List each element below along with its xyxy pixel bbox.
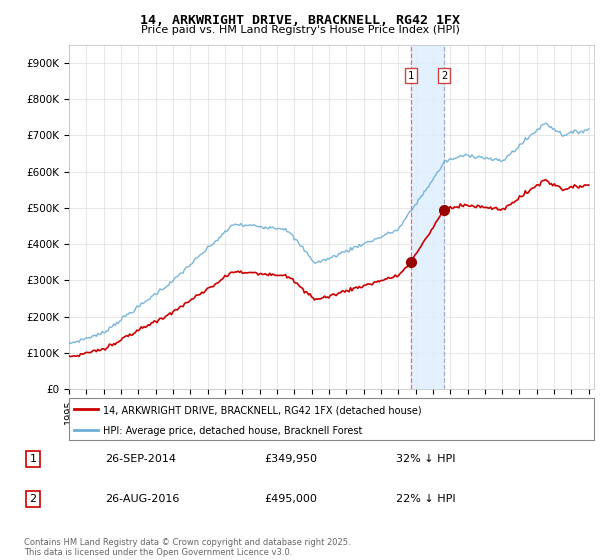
Text: 2: 2 — [29, 494, 37, 504]
Text: 14, ARKWRIGHT DRIVE, BRACKNELL, RG42 1FX: 14, ARKWRIGHT DRIVE, BRACKNELL, RG42 1FX — [140, 14, 460, 27]
Text: Price paid vs. HM Land Registry's House Price Index (HPI): Price paid vs. HM Land Registry's House … — [140, 25, 460, 35]
Text: £349,950: £349,950 — [264, 454, 317, 464]
Text: 1: 1 — [29, 454, 37, 464]
Text: 32% ↓ HPI: 32% ↓ HPI — [396, 454, 455, 464]
Text: 2: 2 — [441, 71, 447, 81]
Text: 26-AUG-2016: 26-AUG-2016 — [105, 494, 179, 504]
Text: 14, ARKWRIGHT DRIVE, BRACKNELL, RG42 1FX (detached house): 14, ARKWRIGHT DRIVE, BRACKNELL, RG42 1FX… — [103, 405, 422, 415]
Text: HPI: Average price, detached house, Bracknell Forest: HPI: Average price, detached house, Brac… — [103, 426, 362, 436]
Text: 26-SEP-2014: 26-SEP-2014 — [105, 454, 176, 464]
Text: Contains HM Land Registry data © Crown copyright and database right 2025.
This d: Contains HM Land Registry data © Crown c… — [24, 538, 350, 557]
Text: 1: 1 — [408, 71, 414, 81]
Text: 22% ↓ HPI: 22% ↓ HPI — [396, 494, 455, 504]
Text: £495,000: £495,000 — [264, 494, 317, 504]
Bar — [411, 45, 444, 389]
